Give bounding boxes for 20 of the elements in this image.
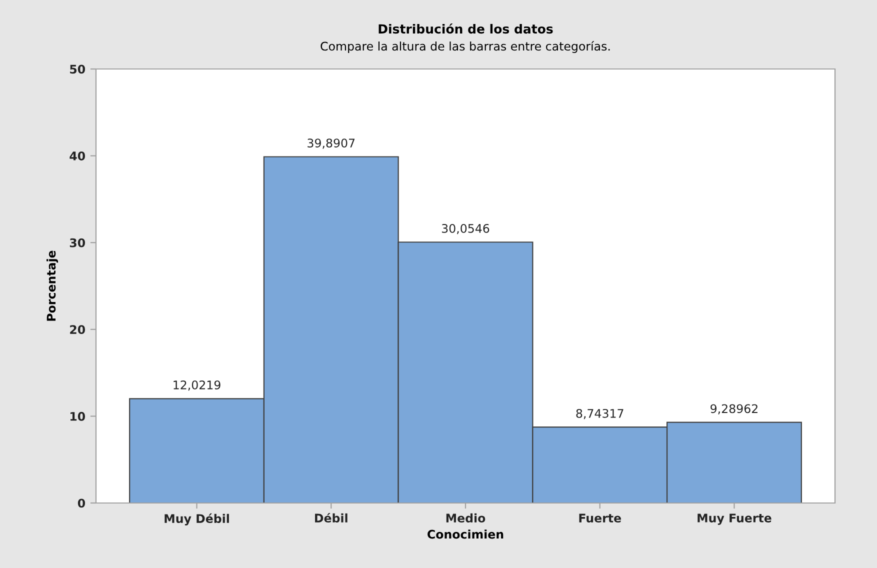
x-tick-label: Débil [315,512,348,523]
y-tick-label: 30 [70,238,86,248]
data-label: 30,0546 [442,224,490,234]
y-tick-label: 20 [70,325,86,334]
data-label: 8,74317 [576,408,624,420]
chart-title: Distribución de los datos [378,23,553,34]
x-tick-label: Medio [446,513,486,523]
y-tick-label: 40 [70,152,86,160]
y-tick-label: 10 [70,412,86,421]
x-tick-label: Muy Débil [164,513,229,526]
chart-subtitle: Compare la altura de las barras entre categorías. [320,41,610,53]
data-label: 12,0219 [174,380,220,391]
y-axis-title: Porcentaje [46,250,58,321]
y-tick-label: 50 [70,64,86,74]
x-axis-title: Conocimien [428,530,504,539]
data-label: 39,8907 [308,138,355,149]
y-tick-label: 0 [78,498,86,508]
x-tick-label: Fuerte [579,514,621,523]
data-label: 9,28962 [710,404,758,414]
x-tick-label: Muy Fuerte [698,514,772,525]
